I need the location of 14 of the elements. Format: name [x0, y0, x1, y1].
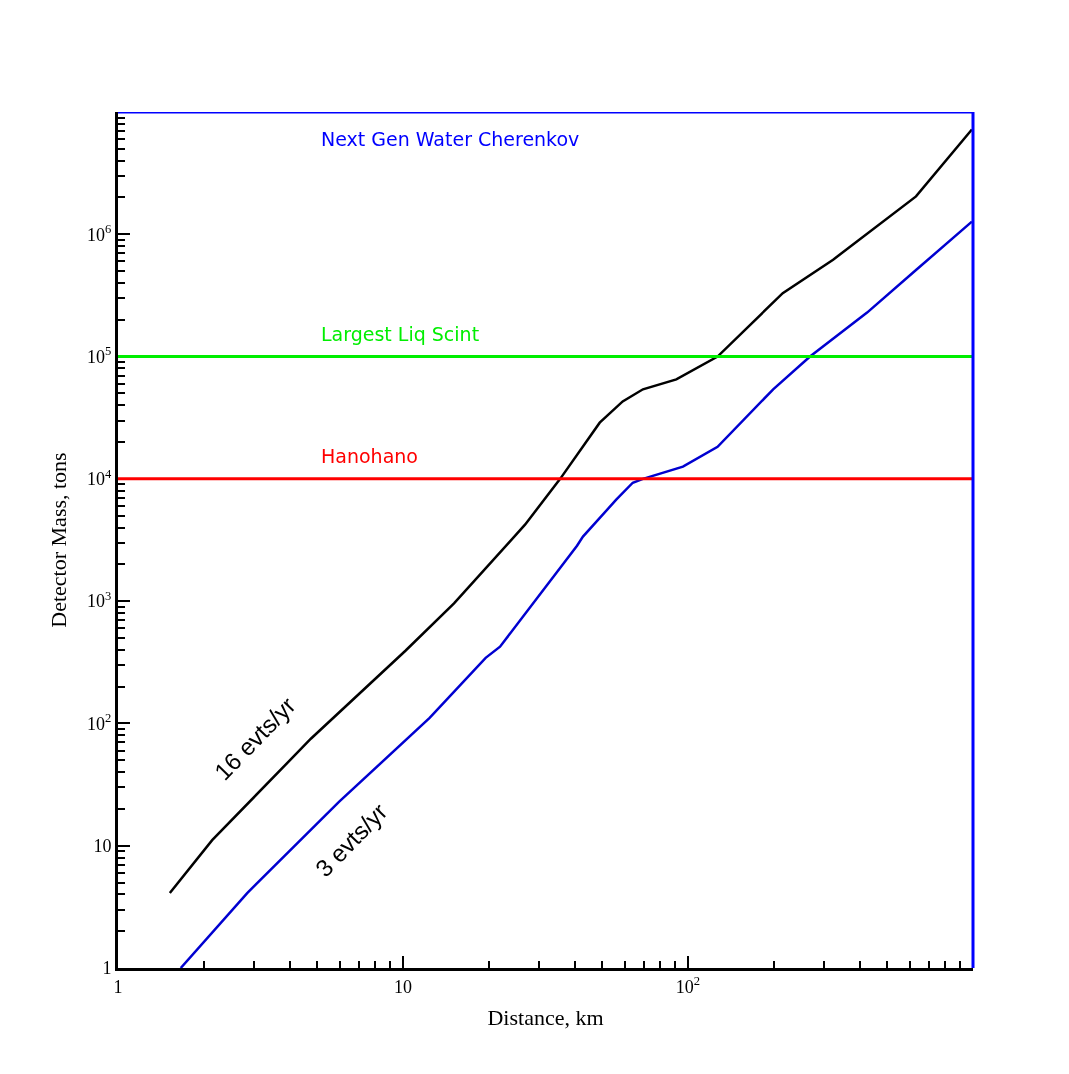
- x-axis-title: Distance, km: [487, 1005, 604, 1031]
- ref-line-label: Hanohano: [321, 445, 418, 467]
- y-axis-title: Detector Mass, tons: [45, 452, 71, 628]
- y-tick-label: 10$^{6}$: [87, 222, 112, 245]
- y-tick-label: 10$^{4}$: [87, 466, 113, 490]
- x-tick-label: 10$^{2}$: [675, 974, 701, 997]
- y-tick-label: 1: [102, 958, 112, 979]
- x-tick-label: 10: [394, 976, 412, 997]
- ref-line-label: Next Gen Water Cherenkov: [321, 128, 580, 150]
- y-tick-label: 10$^{5}$: [87, 344, 112, 367]
- y-tick-label: 10$^{2}$: [87, 711, 112, 734]
- y-tick-label: 10$^{3}$: [87, 588, 112, 612]
- y-tick-label: 10: [93, 836, 112, 857]
- ref-line-label: Largest Liq Scint: [321, 323, 480, 345]
